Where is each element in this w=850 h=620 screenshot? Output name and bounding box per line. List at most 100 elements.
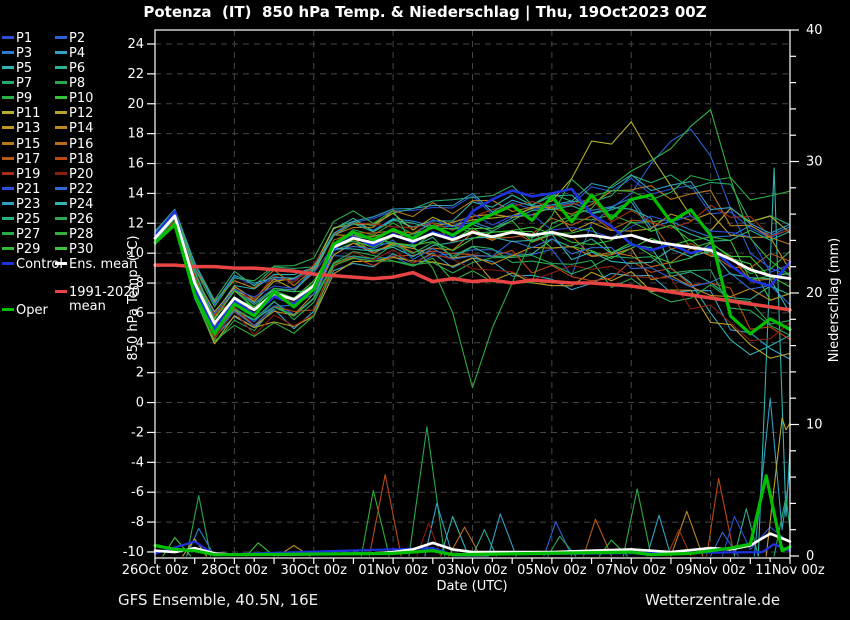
legend-item-p22-label: P22 <box>69 181 94 197</box>
legend-item-control-swatch <box>2 262 14 266</box>
legend-item-p21-swatch <box>2 186 14 190</box>
legend-item-p5-label: P5 <box>16 61 33 77</box>
y-left-axis-label: 850 hPa Temp. (°C) <box>126 235 141 360</box>
legend-item-p1-label: P1 <box>16 31 33 46</box>
legend-item-p24-swatch <box>55 201 67 205</box>
legend-item-ens-mean-swatch <box>55 262 67 266</box>
x-tick-label: 05Nov 00z <box>517 563 587 578</box>
y-left-tick-label: 16 <box>127 157 144 172</box>
y-right-tick-label: 10 <box>806 418 823 433</box>
legend-item-p29-swatch <box>2 247 14 251</box>
series-layer <box>153 109 792 557</box>
legend-item-p9-swatch <box>2 96 14 100</box>
y-left-tick-label: 20 <box>127 97 144 112</box>
legend-item-p19-label: P19 <box>16 166 41 182</box>
frame-layer <box>147 29 799 564</box>
legend-item-p29-label: P29 <box>16 242 41 258</box>
legend-item-p2-label: P2 <box>69 31 86 46</box>
legend-item-p25-swatch <box>2 216 14 220</box>
legend-item-p4-label: P4 <box>69 46 86 62</box>
legend-item-p21: P21 <box>2 182 40 197</box>
x-tick-label: 07Nov 00z <box>597 563 667 578</box>
legend-item-p12-swatch <box>55 111 67 115</box>
legend-item-clim-mean-swatch <box>55 290 67 293</box>
legend-item-p24: P24 <box>55 196 94 212</box>
x-tick-label: 01Nov 00z <box>358 563 428 578</box>
legend-item-p17-label: P17 <box>16 151 41 167</box>
temp-member-line <box>154 217 791 336</box>
temp-member-line <box>154 212 791 314</box>
legend-item-p24-label: P24 <box>69 196 94 212</box>
legend-item-p26-swatch <box>55 216 67 220</box>
ens-mean-line <box>153 214 792 325</box>
legend-item-p26-label: P26 <box>69 211 94 227</box>
precip-member-line <box>670 510 704 557</box>
legend-item-p15: P15 <box>2 137 40 152</box>
y-left-tick-label: -6 <box>131 485 144 500</box>
temp-member-line <box>154 174 791 304</box>
temp-member-line <box>154 175 791 389</box>
legend-item-p8: P8 <box>55 77 85 91</box>
legend-item-p20-label: P20 <box>69 166 94 182</box>
precip-member-line <box>547 535 577 557</box>
precip-member-line <box>186 494 212 557</box>
y-left-tick-label: -4 <box>131 455 144 470</box>
legend-item-p16-swatch <box>55 141 67 145</box>
y-left-tick-label: 2 <box>136 366 144 381</box>
precip-member-line <box>360 489 390 557</box>
y-left-tick-label: 14 <box>127 186 144 201</box>
legend-item-p22: P22 <box>55 181 94 197</box>
legend-item-p28-swatch <box>55 232 67 236</box>
y-left-tick-label: 0 <box>136 396 144 411</box>
temp-member-line <box>154 218 791 342</box>
legend-item-p17: P17 <box>2 151 41 167</box>
y-right-tick-label: 0 <box>806 549 814 564</box>
legend-item-p30: P30 <box>55 243 93 257</box>
temp-member-line <box>154 177 791 306</box>
legend-item-p13-swatch <box>2 126 14 130</box>
legend-item-p14: P14 <box>55 122 93 136</box>
legend-item-p7-label: P7 <box>16 76 33 92</box>
x-tick-label: 30Oct 00z <box>280 563 347 578</box>
y-left-tick-label: 10 <box>127 246 144 261</box>
precip-member-line <box>440 515 470 557</box>
legend-item-p1-swatch <box>2 36 14 39</box>
temp-member-line <box>154 220 791 359</box>
temp-member-line <box>154 185 791 302</box>
footer-model-info: GFS Ensemble, 40.5N, 16E <box>118 591 319 609</box>
legend-item-clim-mean: 1991-2020 mean <box>55 286 140 314</box>
y-right-tick-label: 20 <box>806 286 823 301</box>
legend-item-p6-swatch <box>55 66 67 70</box>
y-left-tick-label: 4 <box>136 336 144 351</box>
precip-member-line <box>733 508 759 557</box>
precip-member-line <box>245 542 275 557</box>
precip-member-line <box>368 473 402 557</box>
legend-item-p11-label: P11 <box>16 106 41 122</box>
y-right-axis-label: Niederschlag (mm) <box>827 238 842 363</box>
legend-item-p20-swatch <box>55 171 67 175</box>
precip-member-line <box>622 488 652 557</box>
x-tick-label: 11Nov 00z <box>755 563 825 578</box>
precip-member-line <box>765 417 791 557</box>
legend-item-p18: P18 <box>55 152 93 167</box>
legend-item-p5: P5 <box>2 62 32 76</box>
y-left-tick-label: 8 <box>136 276 144 291</box>
legend-item-p30-label: P30 <box>69 242 94 258</box>
precip-member-line <box>706 477 735 557</box>
x-axis-label: Date (UTC) <box>436 579 507 594</box>
legend-item-oper-label: Oper <box>16 303 48 318</box>
footer-branding: Wetterzentrale.de <box>645 591 781 609</box>
legend-item-p9-label: P9 <box>16 91 33 107</box>
legend-item-p2: P2 <box>55 32 85 46</box>
legend-item-control: Control <box>2 258 63 272</box>
y-left-tick-label: 6 <box>136 306 144 321</box>
legend-item-p8-swatch <box>55 81 67 85</box>
legend-item-p3-swatch <box>2 51 14 55</box>
legend-item-p11: P11 <box>2 107 40 121</box>
y-left-tick-label: 22 <box>127 67 144 82</box>
precip-member-line <box>186 527 216 557</box>
legend-item-p12-label: P12 <box>69 106 94 122</box>
legend-item-p8-label: P8 <box>69 76 86 92</box>
